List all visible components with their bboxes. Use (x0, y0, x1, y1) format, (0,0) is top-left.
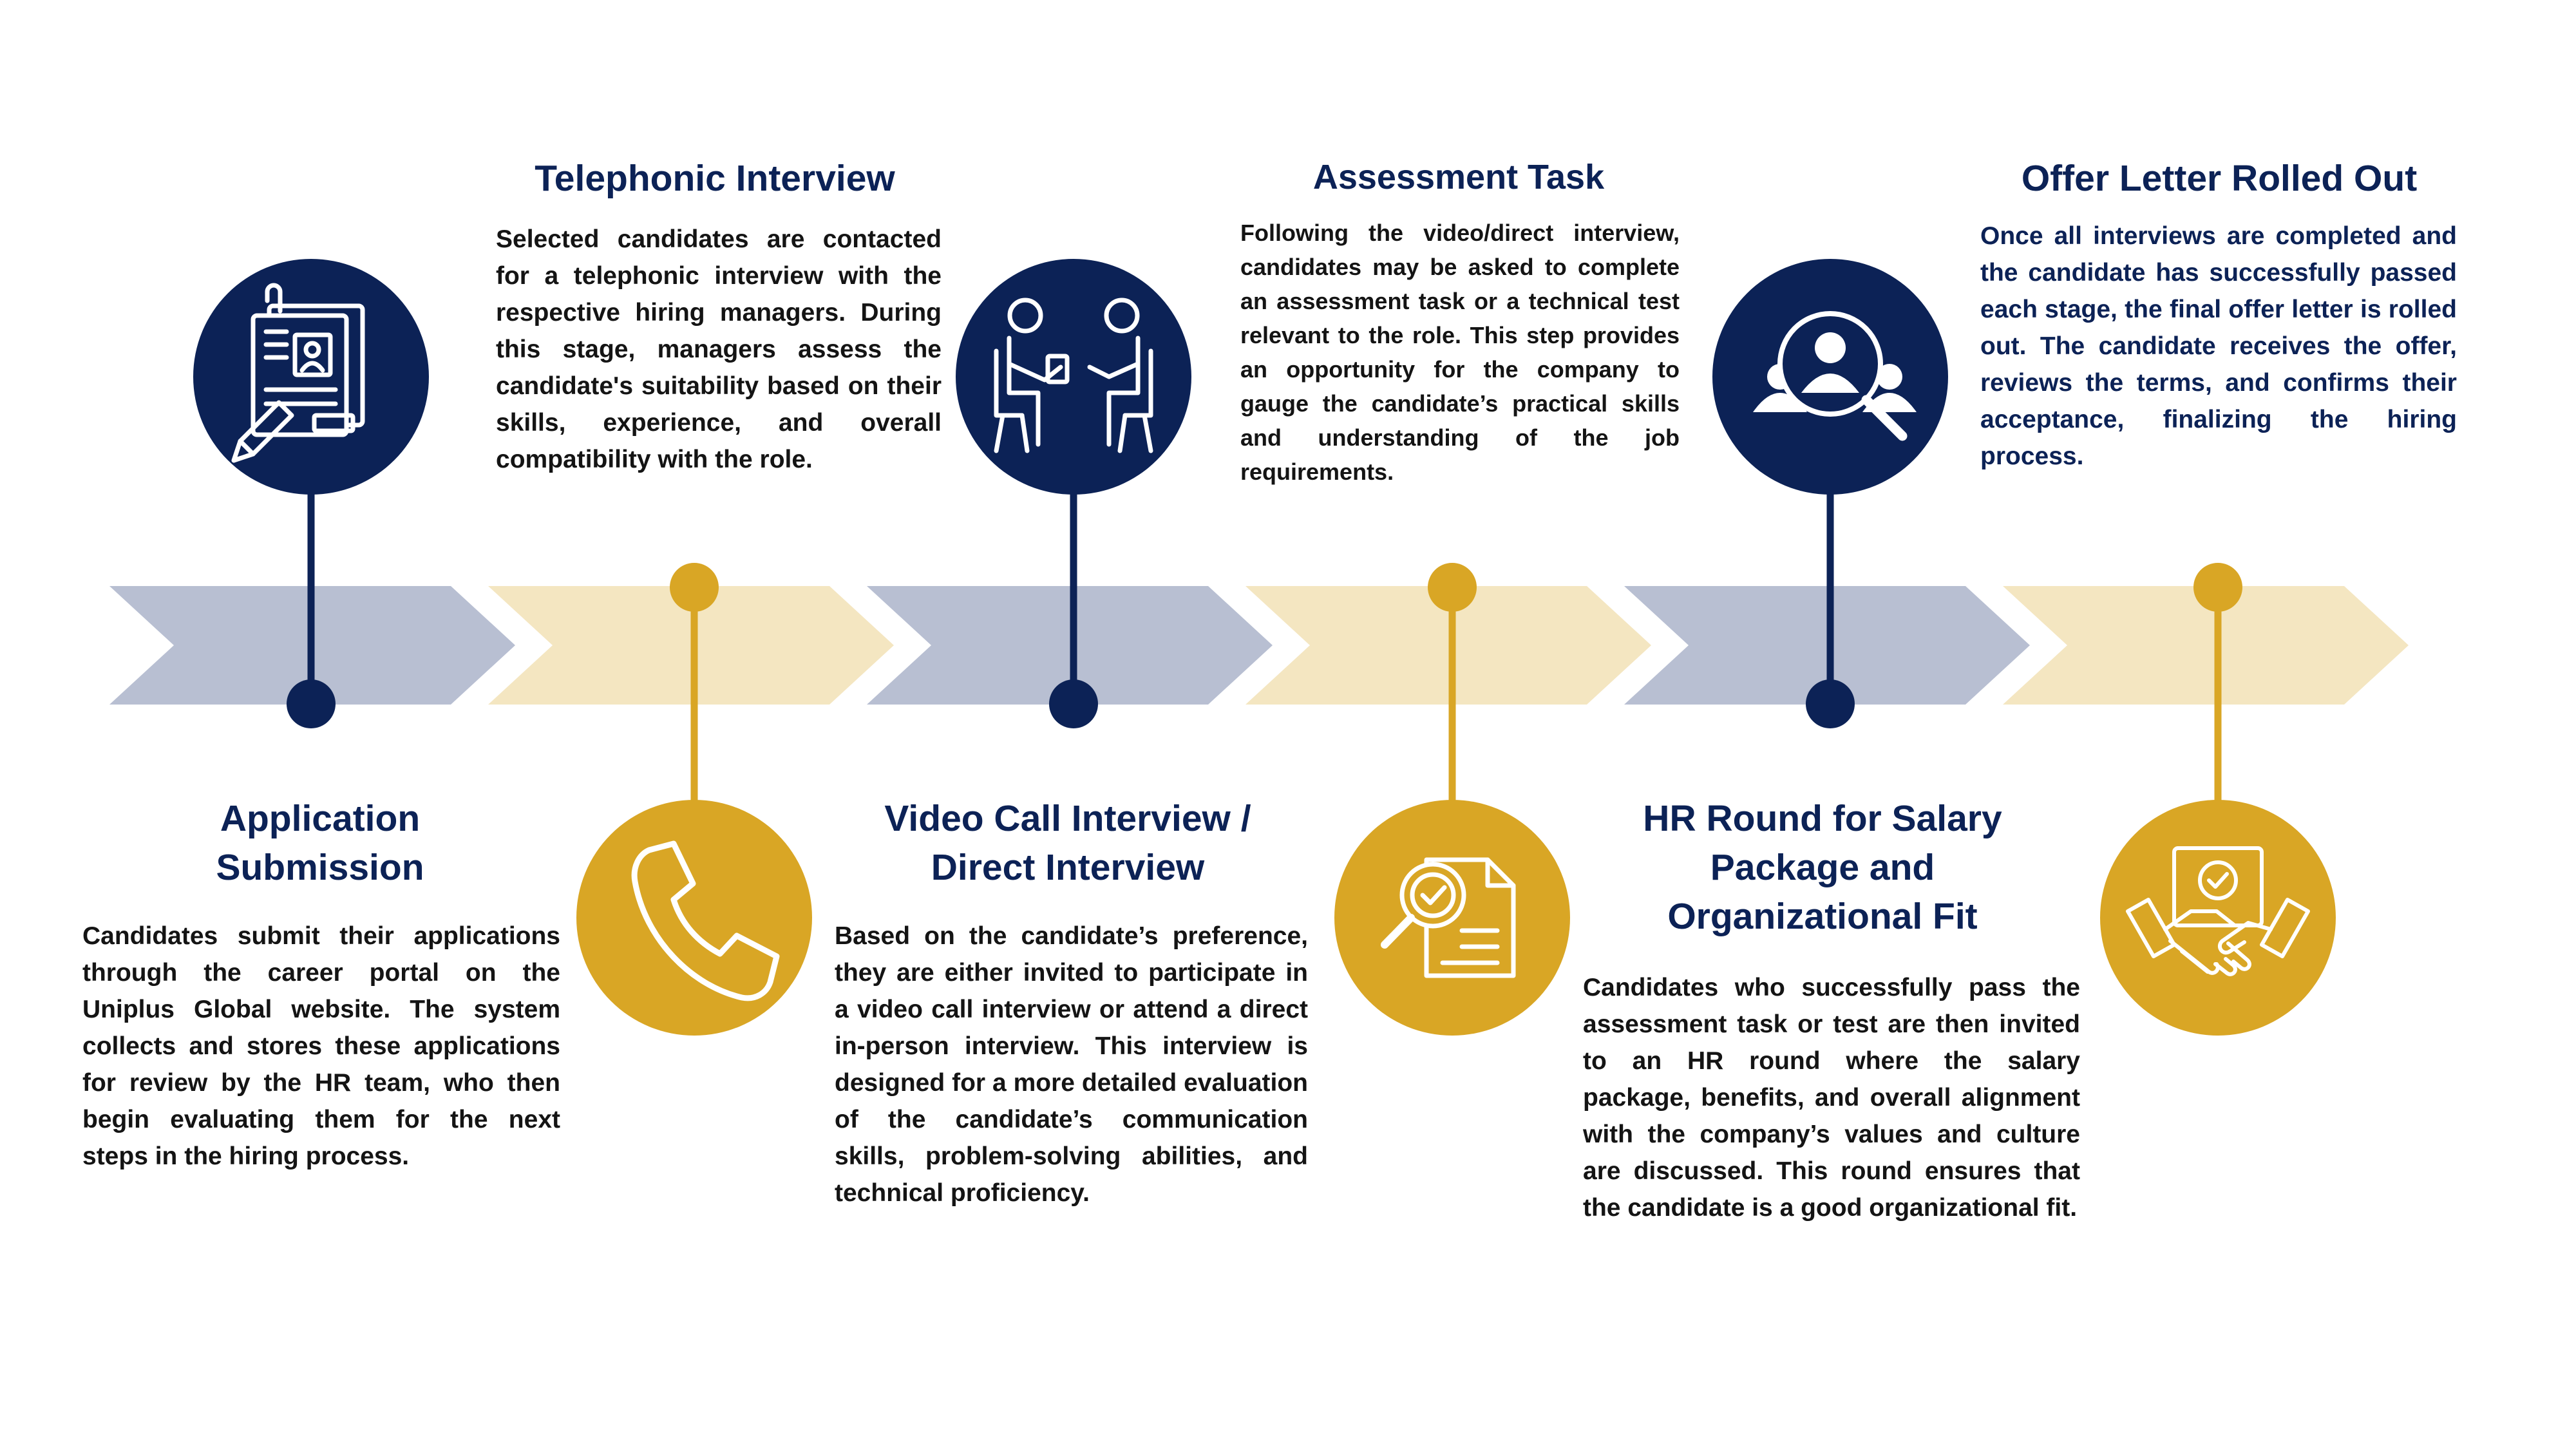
step-title-line: Direct Interview (931, 847, 1205, 888)
timeline-dot (287, 679, 336, 728)
step-icon-circle (2100, 800, 2336, 1036)
step-title-line: Video Call Interview / (884, 798, 1251, 839)
step-description-application-submission: Candidates submit their applications thr… (82, 922, 560, 1170)
step-title: Application Submission (216, 798, 424, 888)
step-offer-letter: Offer Letter Rolled Out (2022, 158, 2417, 1036)
step-telephonic-interview: Telephonic Interview (535, 158, 895, 1036)
step-application-submission: Application Submission (193, 259, 429, 888)
offer-handshake-icon (2126, 846, 2310, 976)
step-icon-circle (956, 259, 1191, 495)
step-icon-circle (576, 800, 812, 1036)
step-description-offer-letter: Once all interviews are completed and th… (1980, 222, 2457, 470)
timeline-arrows (109, 586, 2409, 705)
step-assessment-task: Assessment Task (1313, 158, 1605, 1036)
arrow-segment (1245, 586, 1651, 705)
step-title: Offer Letter Rolled Out (2022, 158, 2417, 199)
step-title-line: HR Round for Salary (1643, 798, 2002, 839)
step-description-hr-round: Candidates who successfully pass the ass… (1583, 974, 2080, 1222)
timeline-dot (1049, 679, 1098, 728)
arrow-segment (2003, 586, 2409, 705)
timeline-dot (2193, 563, 2242, 612)
step-video-call-interview: Video Call Interview / Direct Interview (884, 259, 1251, 888)
step-title: Telephonic Interview (535, 158, 895, 199)
step-description-assessment-task: Following the video/direct interview, ca… (1240, 220, 1680, 485)
step-title: Assessment Task (1313, 158, 1605, 196)
step-title: HR Round for Salary Package and Organiza… (1643, 798, 2002, 937)
step-hr-round: HR Round for Salary Package and Organiza… (1643, 259, 2002, 937)
step-title-line: Package and (1710, 847, 1935, 888)
step-title-line: Organizational Fit (1667, 896, 1977, 937)
phone-icon (631, 840, 780, 1001)
timeline-dot (670, 563, 719, 612)
step-title-line: Application (220, 798, 420, 839)
step-title-line: Submission (216, 847, 424, 888)
interview-people-icon (994, 298, 1153, 453)
step-title: Video Call Interview / Direct Interview (884, 798, 1251, 888)
step-description-telephonic-interview: Selected candidates are contacted for a … (496, 225, 942, 473)
timeline-dot (1806, 679, 1855, 728)
assessment-document-icon (1381, 857, 1516, 978)
arrow-segment (867, 586, 1273, 705)
step-description-video-call-interview: Based on the candidate’s preference, the… (835, 922, 1308, 1207)
application-form-icon (231, 283, 365, 463)
candidate-search-icon (1753, 311, 1917, 441)
timeline-dot (1428, 563, 1477, 612)
